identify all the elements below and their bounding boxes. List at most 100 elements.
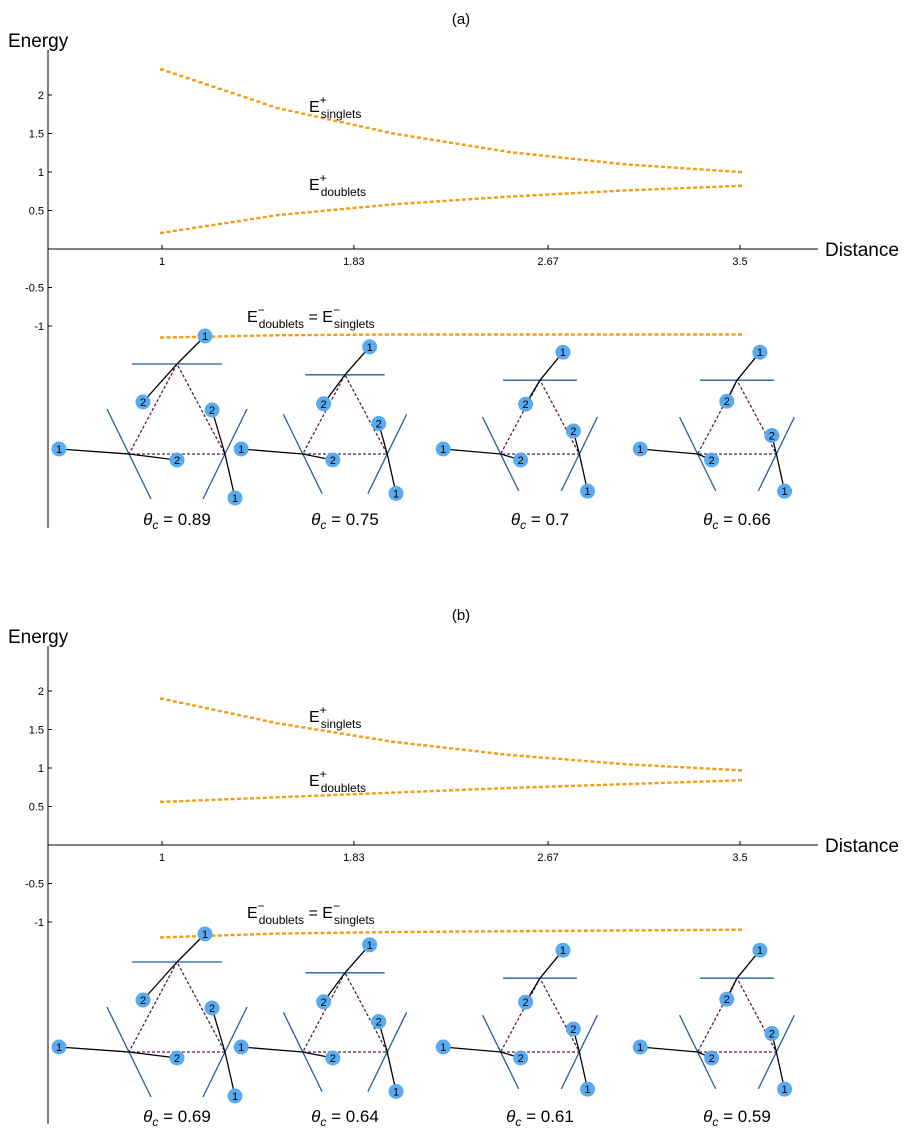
data-point xyxy=(725,779,730,782)
data-point xyxy=(429,789,434,793)
data-point xyxy=(493,196,498,199)
data-point xyxy=(725,169,730,173)
data-point xyxy=(294,111,299,114)
spin-node-label: 1 xyxy=(584,1084,590,1096)
y-tick-label: -0.5 xyxy=(25,283,44,295)
data-point xyxy=(326,730,331,733)
data-point xyxy=(301,112,306,115)
data-point xyxy=(217,798,222,801)
data-point xyxy=(423,333,428,336)
data-point xyxy=(166,935,171,939)
data-point xyxy=(423,137,428,140)
spin-node-label: 2 xyxy=(209,405,215,417)
spin-arm xyxy=(443,1046,501,1053)
label-sup: + xyxy=(320,93,327,107)
data-point xyxy=(198,799,203,802)
data-point xyxy=(256,100,261,103)
spin-node-label: 1 xyxy=(393,1086,399,1098)
y-tick-label: 1.5 xyxy=(29,725,44,737)
data-point xyxy=(307,727,312,730)
data-point xyxy=(590,159,595,163)
spin-node-label: 1 xyxy=(757,945,763,957)
data-point xyxy=(545,333,550,336)
spin-node-label: 2 xyxy=(174,455,180,467)
data-point xyxy=(339,931,344,934)
y-axis-label: Energy xyxy=(8,627,69,648)
theta-sub: c xyxy=(152,518,158,532)
data-point xyxy=(449,789,453,792)
data-point xyxy=(410,333,415,336)
spin-node-1 xyxy=(752,344,768,360)
data-point xyxy=(551,757,556,760)
data-point xyxy=(269,334,274,337)
data-point xyxy=(275,722,280,725)
theta-label: θc = 0.66 xyxy=(703,510,771,532)
data-point xyxy=(641,164,646,167)
data-point xyxy=(493,930,498,933)
data-point xyxy=(397,791,402,794)
series-label: E+ singlets xyxy=(309,93,361,121)
spin-node-label: 2 xyxy=(523,399,529,411)
data-point xyxy=(705,168,710,172)
data-point xyxy=(577,929,582,932)
data-point xyxy=(301,211,306,214)
data-point xyxy=(204,83,209,86)
data-point xyxy=(217,222,222,226)
theta-value: 0.66 xyxy=(738,510,771,529)
spin-node-label: 2 xyxy=(769,1029,775,1041)
data-point xyxy=(596,929,601,932)
spin-node-2 xyxy=(565,1021,581,1037)
data-point xyxy=(378,333,383,336)
spin-arm xyxy=(58,1046,130,1053)
triangle-dashed xyxy=(499,378,581,455)
data-point xyxy=(346,333,351,336)
data-point xyxy=(243,797,248,800)
data-point xyxy=(404,742,409,745)
data-point xyxy=(590,784,595,787)
spin-node-1 xyxy=(233,1039,249,1055)
data-point xyxy=(288,795,293,798)
spin-arm xyxy=(640,1046,698,1053)
data-point xyxy=(288,109,293,113)
data-point xyxy=(545,929,550,933)
series-e-plus-doublets xyxy=(160,779,742,804)
data-point xyxy=(519,929,524,933)
spin-node-label: 1 xyxy=(781,486,787,498)
data-point xyxy=(596,333,601,336)
data-point xyxy=(705,780,710,783)
data-point xyxy=(615,783,620,786)
data-point xyxy=(243,96,248,99)
spin-node-label: 2 xyxy=(709,1053,715,1065)
data-point xyxy=(673,333,678,336)
data-point xyxy=(725,333,730,336)
label-sub2: singlets xyxy=(334,913,375,927)
data-point xyxy=(500,930,505,933)
data-point xyxy=(693,167,698,171)
spin-node-label: 2 xyxy=(330,1053,336,1065)
theta-eq: = xyxy=(158,510,177,529)
data-point xyxy=(493,148,498,152)
spin-node-1 xyxy=(197,328,213,344)
theta-eq: = xyxy=(326,510,345,529)
data-point xyxy=(603,761,608,764)
data-point xyxy=(680,781,685,784)
data-point xyxy=(474,930,479,933)
data-point xyxy=(346,207,351,210)
data-point xyxy=(224,335,229,338)
data-point xyxy=(738,184,742,188)
data-point xyxy=(699,767,704,770)
data-point xyxy=(538,929,543,933)
theta-sub: c xyxy=(520,518,526,532)
data-point xyxy=(487,751,492,754)
spin-node-label: 1 xyxy=(440,444,446,456)
data-point xyxy=(513,929,518,933)
data-point xyxy=(294,795,299,798)
spin-node-1 xyxy=(435,1039,451,1055)
spin-arm xyxy=(142,961,178,1001)
data-point xyxy=(660,765,665,768)
data-point xyxy=(224,798,229,801)
spin-node-2 xyxy=(325,452,341,468)
data-point xyxy=(725,185,730,188)
spin-node-1 xyxy=(632,441,648,457)
data-point xyxy=(583,784,588,787)
